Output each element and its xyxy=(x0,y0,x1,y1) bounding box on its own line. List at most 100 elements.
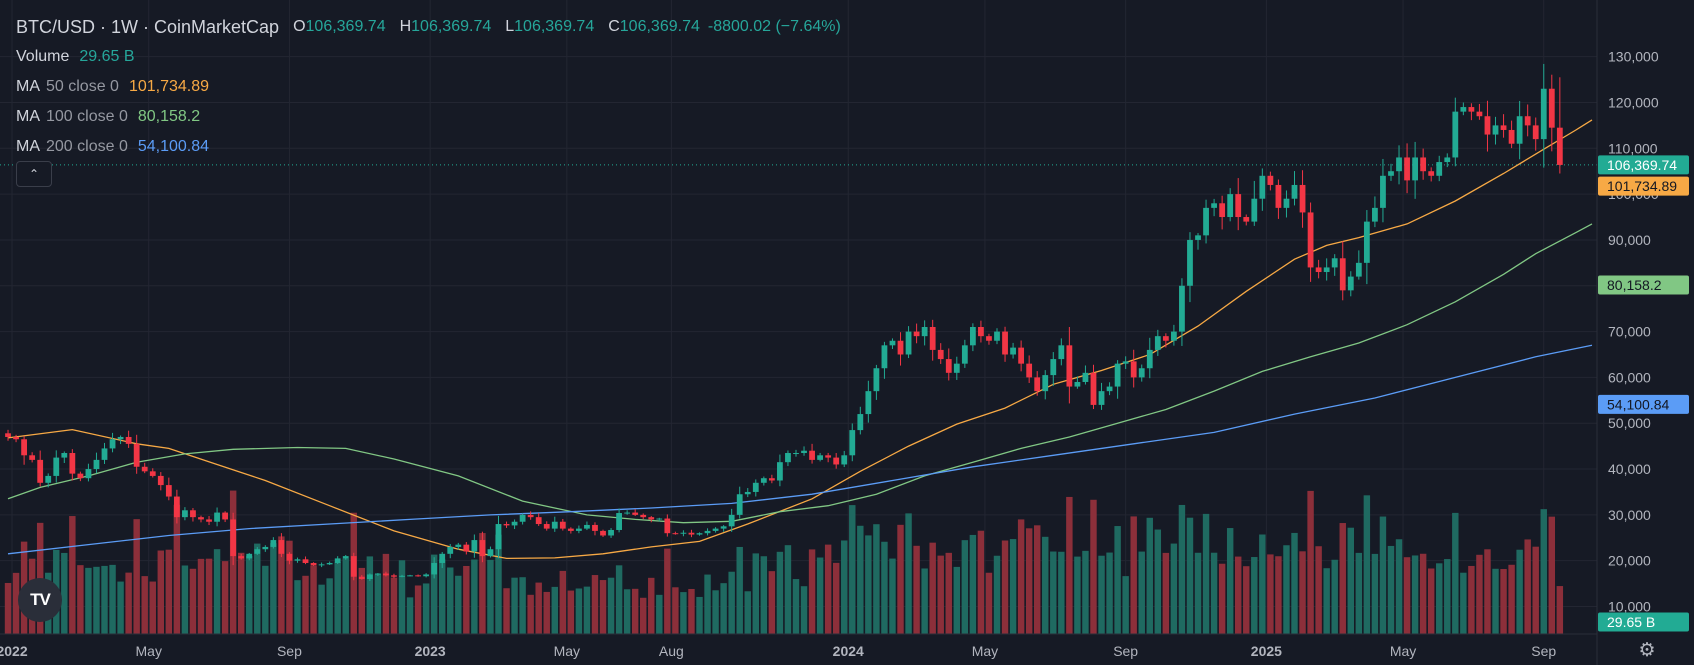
candle-up xyxy=(1187,239,1193,286)
volume-bar xyxy=(543,591,550,634)
candle-up xyxy=(760,478,767,483)
candle-up xyxy=(342,556,349,559)
volume-bar xyxy=(1283,545,1290,634)
candle-up xyxy=(1516,116,1523,144)
volume-bar xyxy=(1114,526,1121,634)
price-tick-label: 120,000 xyxy=(1608,94,1659,110)
price-tick-label: 40,000 xyxy=(1608,461,1651,477)
time-tick-label: Sep xyxy=(1113,643,1138,659)
candle-up xyxy=(1460,107,1467,112)
candle-down xyxy=(600,530,606,536)
volume-bar xyxy=(101,565,108,634)
volume-bar xyxy=(551,586,558,634)
volume-bar xyxy=(631,588,639,634)
candle-up xyxy=(519,514,526,522)
price-tick-label: 70,000 xyxy=(1608,324,1651,340)
candle-up xyxy=(1444,157,1451,163)
candle-down xyxy=(358,576,365,580)
candle-up xyxy=(551,521,558,529)
volume-bar xyxy=(1508,564,1515,634)
volume-bar xyxy=(889,558,896,634)
candle-up xyxy=(1146,349,1153,369)
volume-bar xyxy=(1524,539,1531,634)
volume-bar xyxy=(302,575,309,634)
candle-down xyxy=(310,562,317,566)
candle-down xyxy=(198,517,204,520)
candle-up xyxy=(1227,194,1234,218)
candle-up xyxy=(334,558,341,563)
candle-up xyxy=(744,491,751,495)
candle-up xyxy=(1355,262,1362,277)
volume-bar xyxy=(1355,552,1363,634)
candle-down xyxy=(383,573,389,576)
candle-up xyxy=(53,457,60,476)
candle-up xyxy=(712,528,719,531)
low-label: L xyxy=(505,18,515,35)
candle-down xyxy=(141,466,148,472)
legend-volume-row[interactable]: Volume 29.65 B xyxy=(16,42,841,72)
candle-up xyxy=(423,574,430,577)
volume-bar xyxy=(527,594,534,634)
volume-bar xyxy=(1299,551,1306,634)
candle-up xyxy=(1114,363,1121,387)
legend-ma50-row[interactable]: MA 50 close 0 101,734.89 xyxy=(16,72,841,102)
volume-bar xyxy=(270,543,277,634)
candle-up xyxy=(1170,331,1177,341)
volume-bar xyxy=(648,577,655,634)
candle-down xyxy=(672,533,679,535)
volume-bar xyxy=(366,556,374,634)
price-tick-label: 90,000 xyxy=(1608,232,1651,248)
volume-bar xyxy=(961,540,969,634)
candle-up xyxy=(1540,88,1547,140)
volume-bar xyxy=(318,584,325,634)
ma200-badge: 54,100.84 xyxy=(1607,396,1669,412)
volume-bar xyxy=(929,542,936,634)
candle-up xyxy=(318,564,325,566)
time-axis[interactable]: 2022 May Sep 2023 May Aug 2024 May Sep 2025 May Sep xyxy=(0,643,1556,659)
volume-bar xyxy=(744,591,751,634)
candle-up xyxy=(817,455,824,460)
legend-ma200-row[interactable]: MA 200 close 0 54,100.84 xyxy=(16,132,841,162)
volume-bar xyxy=(61,552,68,634)
settings-gear-icon[interactable]: ⚙ xyxy=(1636,640,1658,662)
tradingview-logo[interactable]: TV xyxy=(18,578,62,622)
legend-ma100-row[interactable]: MA 100 close 0 80,158.2 xyxy=(16,102,841,132)
candle-down xyxy=(1066,345,1073,387)
volume-bar xyxy=(149,581,156,634)
candle-up xyxy=(471,540,478,552)
volume-bar xyxy=(1146,517,1153,634)
candle-up xyxy=(262,546,269,550)
volume-bar xyxy=(205,558,213,634)
time-tick-label: Sep xyxy=(277,643,302,659)
candle-down xyxy=(278,540,285,554)
candle-up xyxy=(326,562,333,565)
volume-bar xyxy=(447,567,454,634)
symbol-title[interactable]: BTC/USD · 1W · CoinMarketCap xyxy=(16,17,280,37)
legend-symbol-row: BTC/USD · 1W · CoinMarketCap O 106,369.74… xyxy=(16,12,841,42)
volume-bar xyxy=(1444,559,1451,634)
volume-bar xyxy=(784,545,792,634)
volume-bar xyxy=(1419,553,1427,634)
volume-bar xyxy=(993,555,1001,634)
volume-bar xyxy=(1090,499,1097,634)
candle-up xyxy=(801,450,807,454)
candle-up xyxy=(1138,368,1145,378)
volume-bar xyxy=(969,534,977,634)
volume-bar xyxy=(1017,519,1025,634)
collapse-legend-button[interactable]: ⌃ xyxy=(16,161,52,187)
volume-bar xyxy=(656,594,663,634)
volume-bar xyxy=(897,524,904,634)
candle-up xyxy=(407,575,413,577)
volume-bar xyxy=(712,590,719,634)
candle-down xyxy=(415,575,421,577)
grid xyxy=(0,0,1597,634)
volume-bar xyxy=(471,559,478,634)
candle-down xyxy=(937,349,944,360)
volume-bar xyxy=(254,543,261,634)
candle-down xyxy=(13,436,19,440)
candle-down xyxy=(5,433,11,437)
candle-up xyxy=(487,549,494,557)
volume-bar xyxy=(881,541,888,634)
candle-up xyxy=(1323,267,1330,273)
